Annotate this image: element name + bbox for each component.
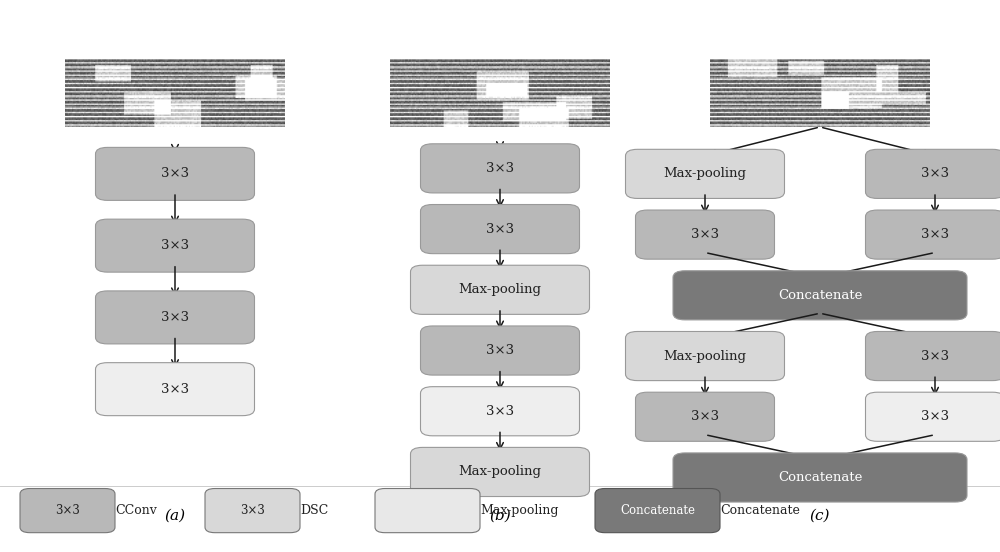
FancyBboxPatch shape	[673, 453, 967, 502]
Text: 3×3: 3×3	[486, 222, 514, 236]
Text: (a): (a)	[164, 509, 186, 523]
FancyBboxPatch shape	[420, 205, 580, 254]
Text: 3×3: 3×3	[921, 349, 949, 363]
Text: Concatenate: Concatenate	[778, 471, 862, 484]
FancyBboxPatch shape	[205, 489, 300, 533]
FancyBboxPatch shape	[866, 149, 1000, 198]
FancyBboxPatch shape	[95, 291, 254, 344]
Text: (c): (c)	[810, 509, 830, 523]
Text: 3×3: 3×3	[486, 405, 514, 418]
Text: 3×3: 3×3	[691, 410, 719, 423]
Text: Concatenate: Concatenate	[778, 289, 862, 302]
Text: 3×3: 3×3	[55, 504, 80, 517]
Text: Concatenate: Concatenate	[720, 504, 800, 517]
Text: 3×3: 3×3	[240, 504, 265, 517]
Text: 3×3: 3×3	[161, 167, 189, 181]
Text: Max-pooling: Max-pooling	[458, 283, 542, 296]
FancyBboxPatch shape	[866, 210, 1000, 259]
FancyBboxPatch shape	[636, 210, 774, 259]
Text: 3×3: 3×3	[921, 410, 949, 423]
Text: Concatenate: Concatenate	[620, 504, 695, 517]
FancyBboxPatch shape	[20, 489, 115, 533]
FancyBboxPatch shape	[673, 271, 967, 320]
Text: 3×3: 3×3	[161, 383, 189, 396]
FancyBboxPatch shape	[595, 489, 720, 533]
Text: CConv: CConv	[115, 504, 157, 517]
Text: Max-pooling: Max-pooling	[664, 349, 746, 363]
FancyBboxPatch shape	[866, 331, 1000, 381]
FancyBboxPatch shape	[411, 266, 589, 315]
Text: 3×3: 3×3	[921, 228, 949, 241]
Text: 3×3: 3×3	[486, 344, 514, 357]
FancyBboxPatch shape	[95, 219, 254, 272]
FancyBboxPatch shape	[420, 144, 580, 193]
FancyBboxPatch shape	[411, 447, 589, 497]
Text: 3×3: 3×3	[486, 162, 514, 175]
Text: 3×3: 3×3	[921, 167, 949, 181]
FancyBboxPatch shape	[95, 363, 254, 416]
FancyBboxPatch shape	[420, 326, 580, 375]
Text: Max-pooling: Max-pooling	[664, 167, 746, 181]
FancyBboxPatch shape	[636, 392, 774, 442]
FancyBboxPatch shape	[866, 392, 1000, 442]
Text: (b): (b)	[489, 509, 511, 523]
Text: Max-pooling: Max-pooling	[458, 465, 542, 479]
FancyBboxPatch shape	[626, 149, 784, 198]
Text: 3×3: 3×3	[161, 239, 189, 252]
FancyBboxPatch shape	[375, 489, 480, 533]
FancyBboxPatch shape	[626, 331, 784, 381]
FancyBboxPatch shape	[95, 147, 254, 200]
Text: 3×3: 3×3	[691, 228, 719, 241]
FancyBboxPatch shape	[420, 386, 580, 436]
Text: DSC: DSC	[300, 504, 328, 517]
Text: Max-pooling: Max-pooling	[480, 504, 558, 517]
Text: 3×3: 3×3	[161, 311, 189, 324]
